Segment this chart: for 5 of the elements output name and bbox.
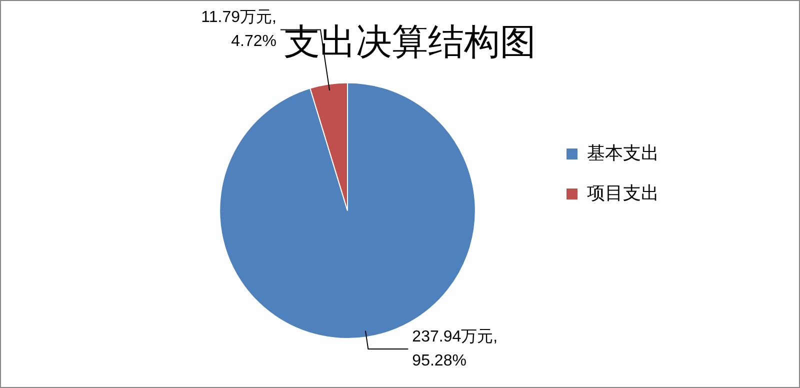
legend-label: 基本支出 bbox=[587, 142, 659, 163]
data-label: 11.79万元,4.72% bbox=[201, 9, 276, 50]
data-label: 237.94万元,95.28% bbox=[412, 328, 498, 370]
chart-title: 支出决算结构图 bbox=[284, 22, 536, 63]
legend-label: 项目支出 bbox=[587, 182, 659, 203]
